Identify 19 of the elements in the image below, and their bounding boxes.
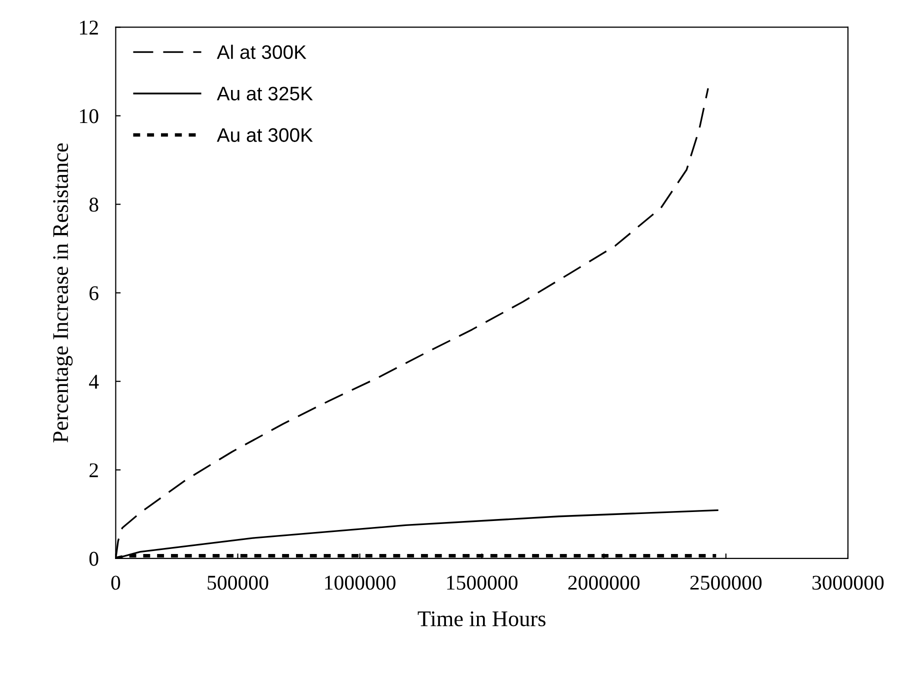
y-tick-label: 10	[80, 109, 98, 124]
x-tick-label: 3000000	[812, 576, 884, 590]
x-axis-title: Time in Hours	[418, 611, 546, 626]
x-tick-label: 1500000	[447, 576, 518, 590]
x-tick-label: 2500000	[690, 576, 762, 590]
x-tick-label: 500000	[208, 576, 268, 590]
x-tick-label: 2000000	[568, 576, 640, 590]
legend-label: Au at 325K	[216, 86, 313, 100]
y-axis-title: Percentage Increase in Resistance	[53, 143, 73, 442]
y-tick-label: 2	[90, 463, 98, 478]
x-tick-label: 0	[111, 576, 120, 590]
y-tick-label: 4	[89, 374, 99, 389]
y-tick-label: 12	[80, 20, 98, 34]
y-tick-label: 6	[90, 286, 98, 300]
y-tick-label: 0	[89, 552, 98, 566]
x-tick-label: 1000000	[325, 576, 396, 590]
legend-label: Al at 300K	[216, 44, 306, 60]
legend-label: Au at 300K	[216, 128, 313, 142]
y-tick-label: 8	[89, 198, 98, 212]
